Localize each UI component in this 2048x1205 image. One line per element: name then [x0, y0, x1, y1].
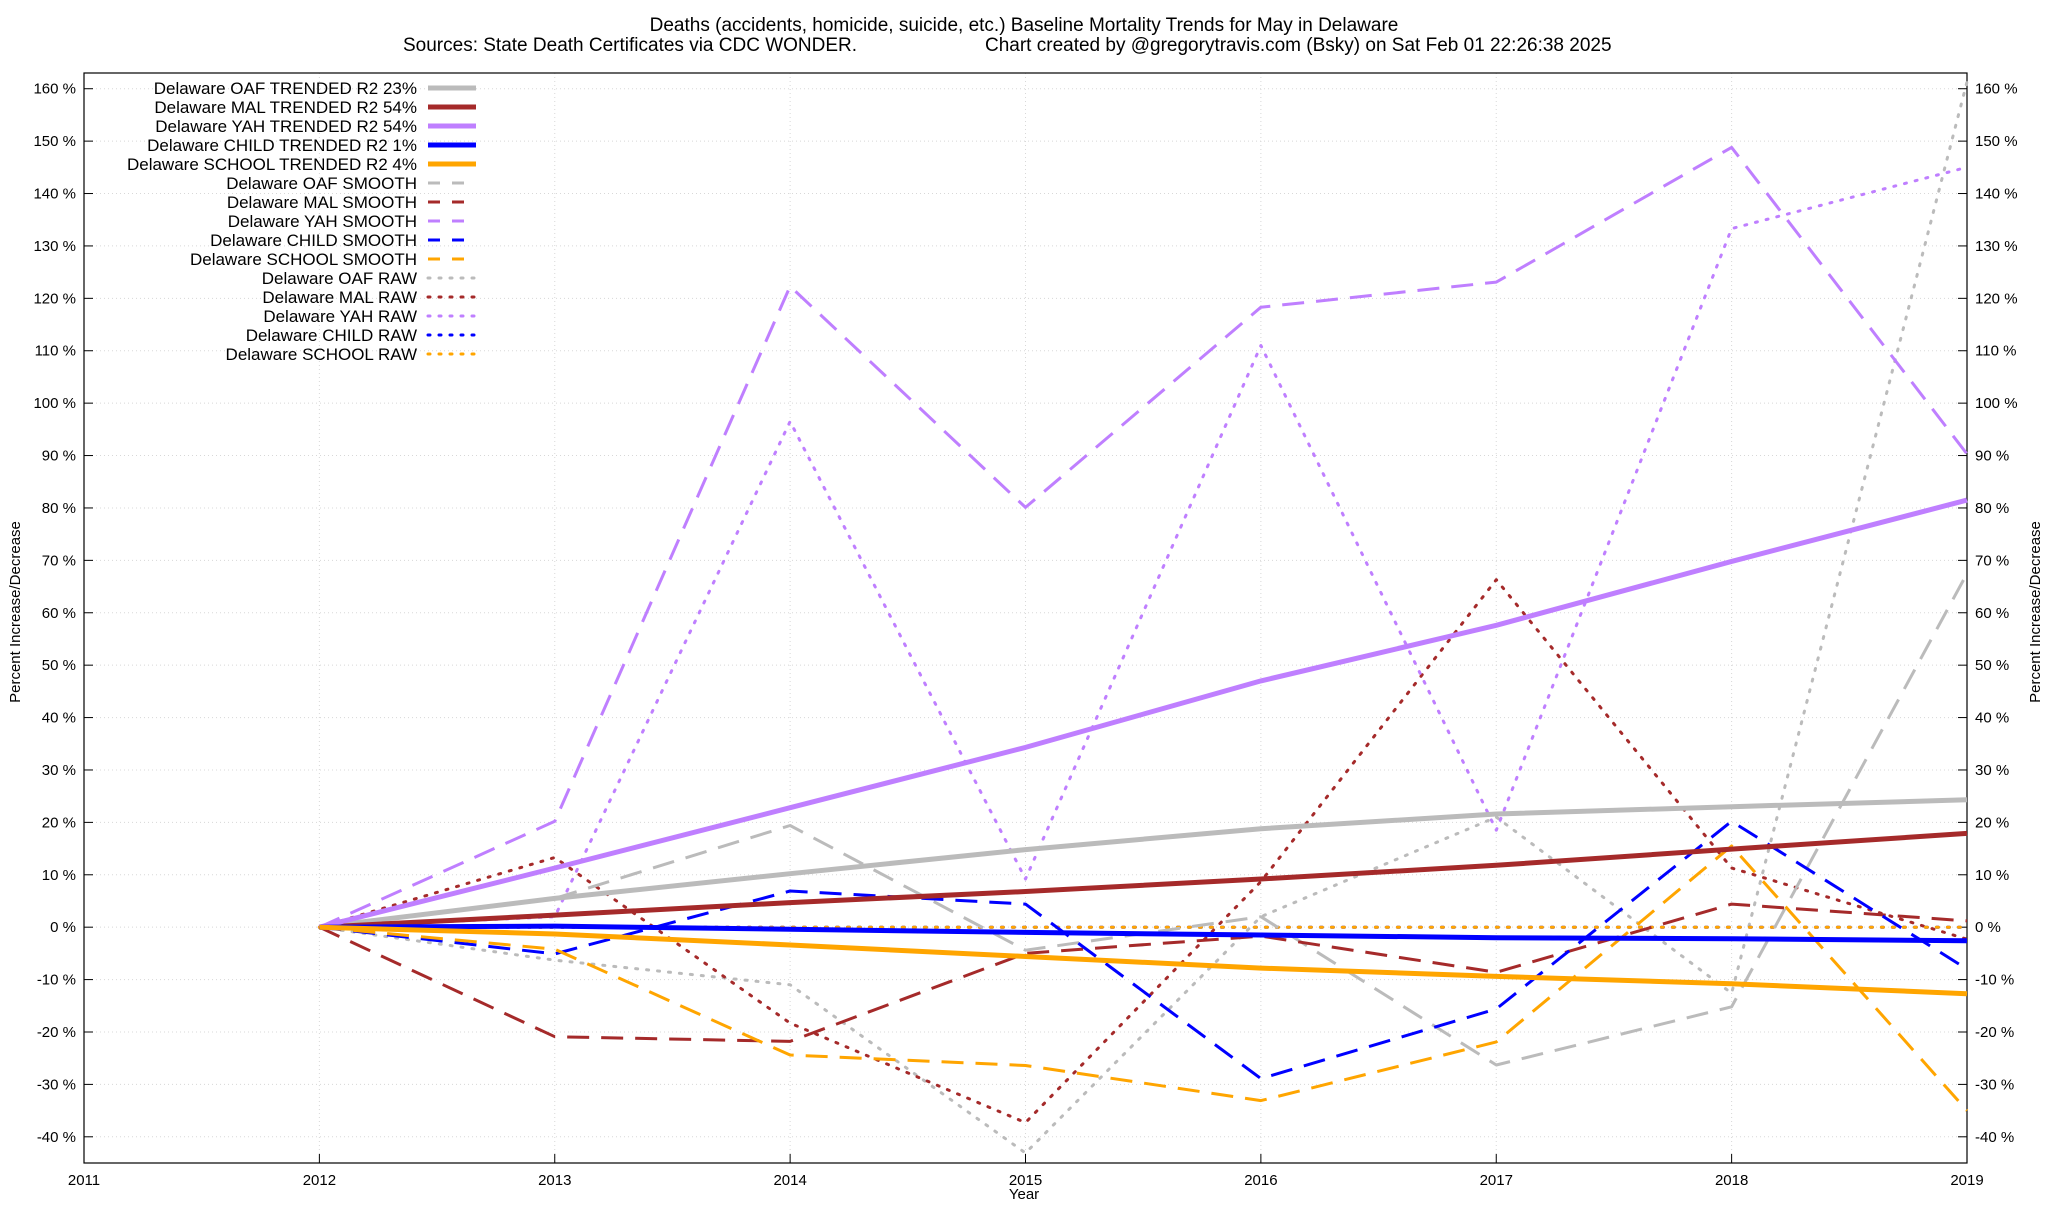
legend-label: Delaware SCHOOL TRENDED R2 4% [127, 155, 417, 174]
y-tick-label-right: 140 % [1975, 186, 2018, 203]
y-tick-label-left: 130 % [33, 238, 76, 255]
legend-label: Delaware OAF SMOOTH [226, 174, 417, 193]
y-tick-label-right: 40 % [1975, 710, 2009, 727]
legend-label: Delaware MAL RAW [262, 288, 417, 307]
x-tick-label: 2013 [538, 1172, 571, 1189]
y-tick-label-right: 120 % [1975, 290, 2018, 307]
y-tick-label-left: 50 % [42, 657, 76, 674]
series-line-delaware-school-smooth [319, 844, 1969, 1112]
plot-border [83, 72, 1968, 1164]
y-tick-label-left: 140 % [33, 186, 76, 203]
legend-label: Delaware OAF TRENDED R2 23% [154, 79, 417, 98]
series-line-delaware-yah-trended-r2-54 [318, 497, 1968, 930]
y-tick-label-right: 10 % [1975, 867, 2009, 884]
y-tick-label-right: 100 % [1975, 395, 2018, 412]
y-tick-label-right: -20 % [1975, 1024, 2014, 1041]
y-tick-label-left: 120 % [33, 290, 76, 307]
y-tick-label-right: 20 % [1975, 814, 2009, 831]
legend-label: Delaware MAL TRENDED R2 54% [154, 98, 417, 117]
y-tick-label-left: 40 % [42, 710, 76, 727]
x-tick-label: 2015 [1009, 1172, 1042, 1189]
y-tick-label-left: -30 % [37, 1076, 76, 1093]
legend-label: Delaware OAF RAW [262, 269, 417, 288]
x-tick-label: 2014 [773, 1172, 806, 1189]
y-tick-label-right: 0 % [1975, 919, 2001, 936]
y-tick-label-right: 160 % [1975, 81, 2018, 98]
series-line-delaware-mal-raw [317, 578, 1969, 1125]
series-line-delaware-mal-smooth [318, 902, 1968, 1043]
legend-label: Delaware YAH SMOOTH [228, 212, 417, 231]
series-line-delaware-child-smooth [319, 819, 1968, 1081]
y-tick-label-left: 0 % [50, 919, 76, 936]
x-tick-label: 2017 [1480, 1172, 1513, 1189]
y-tick-label-left: -10 % [37, 972, 76, 989]
y-tick-label-left: 110 % [35, 343, 76, 360]
plot-area [317, 80, 1969, 1155]
x-tick-label: 2011 [68, 1172, 100, 1189]
chart-title: Deaths (accidents, homicide, suicide, et… [650, 15, 1399, 36]
y-tick-label-right: -30 % [1975, 1076, 2014, 1093]
y-tick-label-left: 90 % [42, 448, 76, 465]
legend-label: Delaware YAH TRENDED R2 54% [155, 117, 417, 136]
y-tick-label-left: -20 % [37, 1024, 76, 1041]
chart-subtitle-sources: Sources: State Death Certificates via CD… [403, 35, 857, 56]
y-tick-label-left: 30 % [42, 762, 76, 779]
series-line-delaware-school-trended-r2-4 [319, 924, 1968, 997]
legend-label: Delaware SCHOOL SMOOTH [190, 250, 417, 269]
y-tick-label-right: 50 % [1975, 657, 2009, 674]
y-axis-label-right: Percent Increase/Decrease [2027, 521, 2044, 703]
y-tick-label-right: 130 % [1975, 238, 2018, 255]
y-axis-label-left: Percent Increase/Decrease [7, 521, 24, 703]
x-tick-label: 2019 [1950, 1172, 1983, 1189]
series-line-delaware-mal-trended-r2-54 [319, 830, 1968, 930]
y-tick-label-left: 60 % [42, 605, 76, 622]
x-tick-label: 2012 [303, 1172, 336, 1189]
y-tick-label-right: -40 % [1975, 1129, 2014, 1146]
y-tick-label-right: 70 % [1975, 552, 2009, 569]
legend-label: Delaware CHILD SMOOTH [210, 231, 417, 250]
y-tick-label-right: 90 % [1975, 448, 2009, 465]
series-line-delaware-oaf-trended-r2-23 [319, 797, 1968, 930]
legend-label: Delaware SCHOOL RAW [226, 345, 417, 364]
y-tick-label-right: 150 % [1975, 133, 2018, 150]
legend-label: Delaware MAL SMOOTH [227, 193, 417, 212]
y-tick-label-left: 150 % [33, 133, 76, 150]
legend-label: Delaware CHILD RAW [246, 326, 417, 345]
x-tick-label: 2018 [1715, 1172, 1748, 1189]
y-tick-label-left: 20 % [42, 814, 76, 831]
y-tick-label-right: 60 % [1975, 605, 2009, 622]
x-tick-label: 2016 [1244, 1172, 1277, 1189]
series-line-delaware-oaf-raw [317, 80, 1969, 1155]
y-tick-label-right: 80 % [1975, 500, 2009, 517]
series-line-delaware-yah-smooth [318, 145, 1969, 929]
series-line-delaware-child-trended-r2-1 [319, 923, 1968, 944]
axes: -40 % -40 % -30 % -30 % -20 % -20 % -10 % -10 %… [33, 72, 2018, 1189]
y-tick-label-right: 110 % [1975, 343, 2016, 360]
y-tick-label-left: 70 % [42, 552, 76, 569]
chart-subtitle-credit: Chart created by @gregorytravis.com (Bsk… [985, 35, 1612, 56]
y-tick-label-left: -40 % [37, 1129, 76, 1146]
series-line-delaware-yah-raw [317, 165, 1969, 929]
y-tick-label-left: 10 % [42, 867, 76, 884]
legend-label: Delaware YAH RAW [263, 307, 417, 326]
y-tick-label-left: 160 % [33, 81, 76, 98]
x-axis-label: Year [1009, 1186, 1039, 1200]
y-tick-label-left: 80 % [42, 500, 76, 517]
legend: Delaware OAF TRENDED R2 23%Delaware MAL … [127, 79, 478, 364]
y-tick-label-right: 30 % [1975, 762, 2009, 779]
y-tick-label-left: 100 % [33, 395, 76, 412]
legend-label: Delaware CHILD TRENDED R2 1% [147, 136, 417, 155]
y-tick-label-right: -10 % [1975, 972, 2014, 989]
